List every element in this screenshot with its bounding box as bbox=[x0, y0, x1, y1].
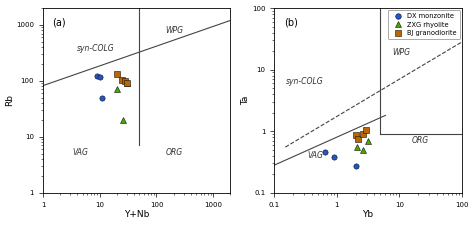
Text: WPG: WPG bbox=[165, 26, 183, 35]
Text: ORG: ORG bbox=[165, 148, 182, 157]
X-axis label: Y+Nb: Y+Nb bbox=[124, 210, 149, 219]
X-axis label: Yb: Yb bbox=[363, 210, 374, 219]
Y-axis label: Ta: Ta bbox=[241, 96, 250, 105]
Text: (a): (a) bbox=[52, 17, 66, 27]
Text: syn-COLG: syn-COLG bbox=[285, 77, 323, 86]
Legend: DX monzonite, ZXG rhyolite, BJ granodiorite: DX monzonite, ZXG rhyolite, BJ granodior… bbox=[388, 10, 460, 39]
Text: syn-COLG: syn-COLG bbox=[77, 44, 114, 53]
Text: ORG: ORG bbox=[412, 136, 429, 145]
Text: WPG: WPG bbox=[393, 48, 411, 57]
Text: VAG: VAG bbox=[73, 148, 88, 157]
Text: (b): (b) bbox=[284, 17, 298, 27]
Y-axis label: Rb: Rb bbox=[6, 94, 15, 106]
Text: VAG: VAG bbox=[308, 151, 323, 160]
